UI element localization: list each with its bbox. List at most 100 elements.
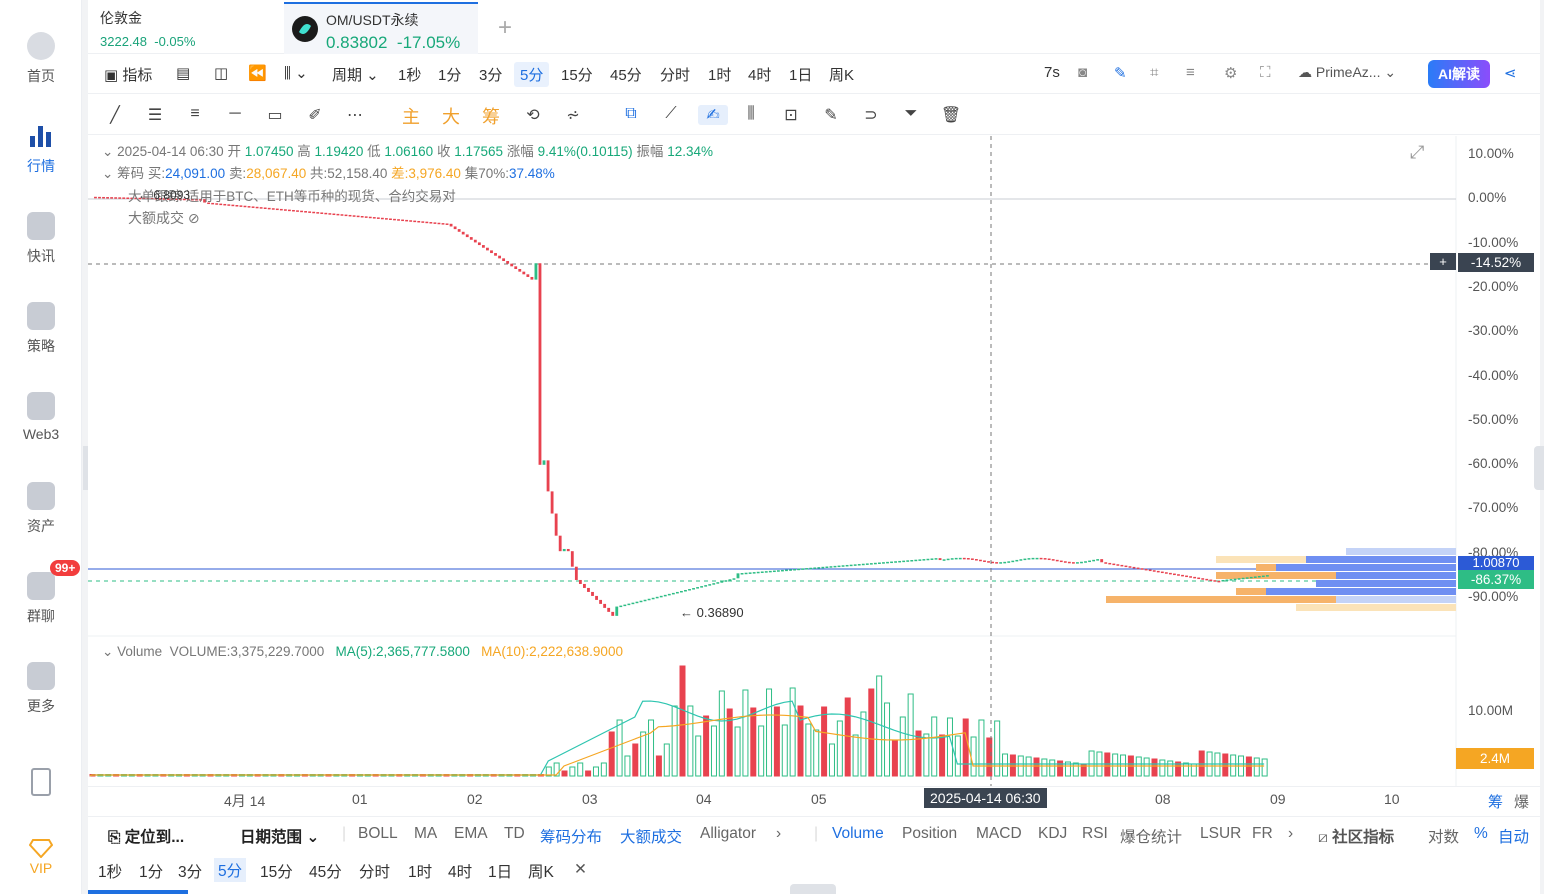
bottom-interval-3m[interactable]: 3分 bbox=[178, 864, 203, 881]
lock-icon[interactable]: ⊡ bbox=[784, 107, 798, 124]
sub-fr[interactable]: FR bbox=[1252, 825, 1273, 842]
sync-icon[interactable]: ⟲ bbox=[526, 107, 540, 124]
sub-rsi[interactable]: RSI bbox=[1082, 825, 1108, 842]
candles-icon[interactable]: ⫼ bbox=[747, 105, 755, 122]
channel-icon[interactable]: ☰ bbox=[147, 107, 163, 124]
percent-scale-toggle[interactable]: % bbox=[1474, 825, 1488, 842]
sidebar-item-vip[interactable]: VIP bbox=[0, 838, 82, 876]
note-icon[interactable]: ✎ bbox=[824, 107, 838, 124]
measure-icon[interactable]: ⩫ bbox=[566, 107, 580, 124]
add-tab-button[interactable]: + bbox=[498, 14, 513, 41]
collapse-volume-icon[interactable]: ⌄ bbox=[102, 644, 114, 659]
collapse-info-icon[interactable]: ⌄ bbox=[102, 144, 114, 159]
bottom-interval-4h[interactable]: 4时 bbox=[448, 864, 473, 881]
indicator-button[interactable]: ▣ 指标 bbox=[104, 67, 153, 84]
share-icon[interactable]: ⋖ bbox=[1504, 65, 1517, 82]
bottom-interval-1m[interactable]: 1分 bbox=[139, 864, 164, 881]
scroll-indicator[interactable] bbox=[88, 890, 188, 894]
layout-icon[interactable]: ◫ bbox=[214, 65, 229, 82]
ai-analysis-button[interactable]: AI解读 bbox=[1428, 60, 1490, 88]
fullscreen-icon[interactable]: ⛶ bbox=[1260, 64, 1271, 81]
bottom-interval-15m[interactable]: 15分 bbox=[260, 864, 293, 881]
community-indicator-button[interactable]: ⧄ 社区指标 bbox=[1318, 829, 1395, 846]
auto-scale-toggle[interactable]: 自动 bbox=[1498, 829, 1530, 846]
interval-1s[interactable]: 1秒 bbox=[398, 67, 422, 84]
ind-chip[interactable]: 筹码分布 bbox=[540, 829, 603, 846]
expand-bottom-handle[interactable] bbox=[790, 884, 836, 894]
big-chip-toggle[interactable]: 大 bbox=[442, 107, 460, 127]
sidebar-item-chat[interactable]: 99+ 群聊 bbox=[0, 560, 82, 626]
ind-td[interactable]: TD bbox=[504, 825, 525, 842]
date-range-dropdown[interactable]: 日期范围 ⌄ bbox=[240, 829, 320, 846]
interval-45m[interactable]: 45分 bbox=[610, 67, 642, 84]
interval-timeshare[interactable]: 分时 bbox=[660, 67, 691, 84]
crop-icon[interactable]: ⌗ bbox=[1150, 64, 1159, 81]
sidebar-item-home[interactable]: 首页 bbox=[0, 32, 82, 86]
sub-volume[interactable]: Volume bbox=[832, 825, 884, 842]
account-dropdown[interactable]: ☁ PrimeAz... ⌄ bbox=[1298, 64, 1397, 80]
more-tools-icon[interactable]: ⋯ bbox=[347, 107, 363, 124]
list-icon[interactable]: ≡ bbox=[1186, 64, 1195, 81]
rectangle-icon[interactable]: ▭ bbox=[267, 107, 283, 124]
sidebar-item-market[interactable]: 行情 bbox=[0, 122, 82, 176]
interval-1w[interactable]: 周K bbox=[829, 67, 855, 84]
trendline-icon[interactable]: ╱ bbox=[110, 107, 120, 124]
expand-chart-icon[interactable]: ⤢ bbox=[1410, 142, 1425, 162]
interval-1m[interactable]: 1分 bbox=[438, 67, 462, 84]
scroll-right-icon[interactable]: › bbox=[776, 825, 782, 842]
sub-kdj[interactable]: KDJ bbox=[1038, 825, 1068, 842]
bottom-interval-5m[interactable]: 5分 bbox=[214, 858, 247, 882]
scroll-right-icon-2[interactable]: › bbox=[1288, 825, 1294, 842]
brush-icon[interactable]: ✐ bbox=[308, 107, 322, 124]
ind-boll[interactable]: BOLL bbox=[358, 825, 398, 842]
collapse-chip-icon[interactable]: ⌄ bbox=[102, 166, 114, 181]
sidebar-item-strategy[interactable]: 策略 bbox=[0, 302, 82, 356]
tab-om-usdt[interactable]: OM/USDT永续 0.83802 -17.05% bbox=[284, 2, 478, 54]
bottom-interval-timeshare[interactable]: 分时 bbox=[359, 864, 391, 881]
camera-icon[interactable]: ◙ bbox=[1078, 64, 1088, 81]
draw-mode-icon[interactable]: ✍ bbox=[698, 105, 728, 125]
eye-off-icon[interactable]: ⊘ bbox=[187, 210, 200, 226]
refresh-timer[interactable]: 7s bbox=[1044, 64, 1060, 81]
sidebar-item-more[interactable]: 更多 bbox=[0, 662, 82, 716]
liquidation-toggle[interactable]: 爆 bbox=[1514, 794, 1530, 811]
sub-macd[interactable]: MACD bbox=[976, 825, 1022, 842]
sidebar-item-web3[interactable]: Web3 bbox=[0, 392, 82, 442]
chart-area[interactable]: ⌄ 2025-04-14 06:30 开 1.07450 高 1.19420 低… bbox=[88, 136, 1540, 812]
pen-icon[interactable]: ✎ bbox=[1114, 65, 1127, 82]
close-icon[interactable]: ✕ bbox=[574, 861, 587, 878]
copy-icon[interactable]: ⧉ bbox=[625, 105, 637, 122]
sidebar-item-assets[interactable]: 资产 bbox=[0, 482, 82, 536]
sub-position[interactable]: Position bbox=[902, 825, 958, 842]
main-chip-toggle[interactable]: 主 bbox=[402, 107, 420, 127]
bottom-interval-1s[interactable]: 1秒 bbox=[98, 864, 123, 881]
sub-liquidation[interactable]: 爆仓统计 bbox=[1120, 829, 1183, 846]
collapse-right-handle[interactable] bbox=[1534, 446, 1544, 490]
period-dropdown[interactable]: 周期 ⌄ bbox=[332, 67, 379, 84]
ruler-icon[interactable]: ⟋ bbox=[665, 105, 677, 122]
filter-icon[interactable]: ⏷ bbox=[904, 105, 918, 122]
interval-1h[interactable]: 1时 bbox=[708, 67, 732, 84]
tab-london-gold[interactable]: 伦敦金 3222.48 -0.05% bbox=[100, 10, 196, 49]
log-scale-toggle[interactable]: 对数 bbox=[1428, 829, 1460, 846]
ind-ema[interactable]: EMA bbox=[454, 825, 488, 842]
calendar-icon[interactable]: ▤ bbox=[176, 65, 191, 82]
parallel-lines-icon[interactable]: ≡ bbox=[190, 105, 200, 122]
bottom-interval-1h[interactable]: 1时 bbox=[408, 864, 433, 881]
horizontal-line-icon[interactable]: ─ bbox=[229, 105, 241, 122]
bottom-interval-1w[interactable]: 周K bbox=[528, 864, 554, 881]
chip-toggle[interactable]: 筹 bbox=[482, 107, 500, 127]
bottom-interval-45m[interactable]: 45分 bbox=[309, 864, 342, 881]
sidebar-item-phone[interactable] bbox=[0, 768, 82, 802]
sidebar-item-news[interactable]: 快讯 bbox=[0, 212, 82, 266]
locate-button[interactable]: ⎘ 定位到... bbox=[108, 829, 185, 846]
interval-3m[interactable]: 3分 bbox=[479, 67, 503, 84]
trash-icon[interactable]: 🗑 bbox=[940, 107, 962, 124]
magnet-icon[interactable]: ⊃ bbox=[864, 107, 878, 124]
ind-ma[interactable]: MA bbox=[414, 825, 438, 842]
candle-type-icon[interactable]: ⫼ ⌄ bbox=[284, 65, 308, 82]
interval-4h[interactable]: 4时 bbox=[748, 67, 772, 84]
sub-lsur[interactable]: LSUR bbox=[1200, 825, 1242, 842]
ind-alligator[interactable]: Alligator bbox=[700, 825, 756, 842]
interval-5m[interactable]: 5分 bbox=[514, 62, 550, 87]
